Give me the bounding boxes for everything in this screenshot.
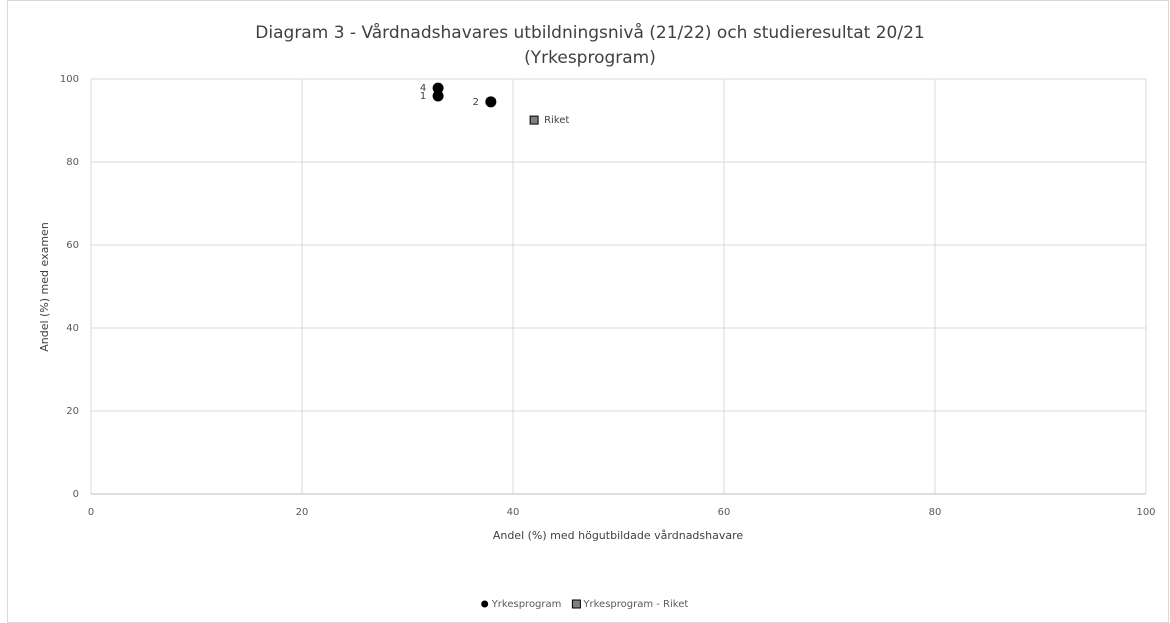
chart-title: (Yrkesprogram) — [524, 48, 656, 68]
point — [432, 82, 444, 94]
point-label: 1 — [420, 91, 426, 102]
point — [432, 90, 444, 102]
chart-frame — [7, 0, 1169, 623]
y-tick-label: 40 — [66, 323, 79, 334]
x-tick-label: 80 — [929, 507, 942, 518]
point — [529, 115, 539, 125]
point — [485, 96, 497, 108]
x-tick-label: 40 — [507, 507, 520, 518]
x-tick-label: 60 — [718, 507, 731, 518]
y-axis-title: Andel (%) med examen — [38, 222, 51, 352]
y-tick-label: 100 — [60, 74, 79, 85]
chart-title: Diagram 3 - Vårdnadshavares utbildningsn… — [255, 22, 924, 43]
legend-swatch — [571, 599, 581, 609]
y-tick-label: 0 — [73, 489, 79, 500]
point-label: 4 — [420, 83, 426, 94]
point-label: 2 — [473, 97, 479, 108]
x-tick-label: 20 — [296, 507, 309, 518]
legend-label: Yrkesprogram — [491, 599, 562, 610]
legend-label: Yrkesprogram - Riket — [582, 599, 688, 610]
x-tick-label: 0 — [88, 507, 94, 518]
y-tick-label: 20 — [66, 406, 79, 417]
point-label: Riket — [544, 115, 569, 126]
x-tick-label: 100 — [1136, 507, 1155, 518]
x-axis-title: Andel (%) med högutbildade vårdnadshavar… — [493, 529, 744, 542]
legend-swatch — [481, 600, 489, 608]
y-tick-label: 60 — [66, 240, 79, 251]
y-tick-label: 80 — [66, 157, 79, 168]
